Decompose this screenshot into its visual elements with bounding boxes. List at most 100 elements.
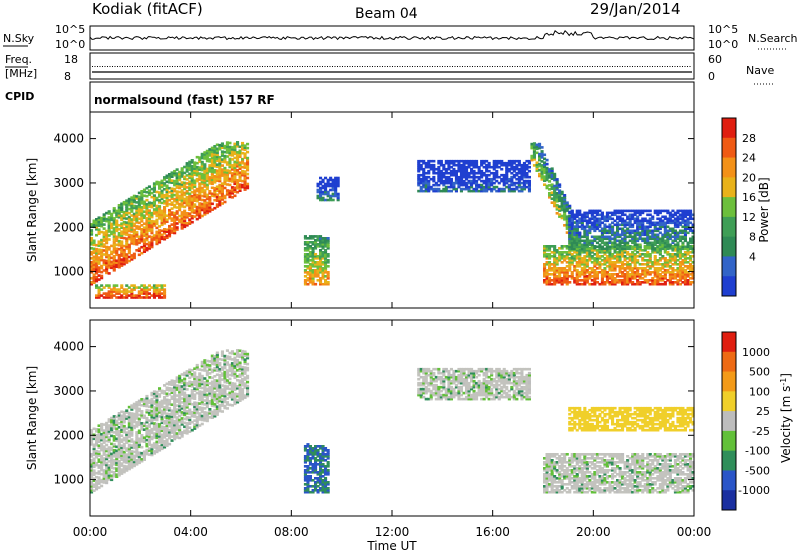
heatmap-cell xyxy=(467,185,471,189)
heatmap-cell xyxy=(648,259,652,262)
heatmap-cell xyxy=(475,187,479,191)
heatmap-cell xyxy=(145,234,149,238)
heatmap-cell xyxy=(550,175,554,178)
heatmap-cell xyxy=(618,271,622,274)
heatmap-cell xyxy=(676,221,680,225)
heatmap-cell xyxy=(656,213,660,217)
heatmap-cell xyxy=(502,161,506,165)
heatmap-cell xyxy=(611,257,615,260)
heatmap-cell xyxy=(573,239,577,243)
heatmap-cell xyxy=(147,213,151,216)
heatmap-cell xyxy=(100,444,104,448)
heatmap-cell xyxy=(522,175,526,179)
heatmap-cell xyxy=(532,156,536,159)
heatmap-cell xyxy=(170,231,174,234)
heatmap-cell xyxy=(122,412,126,416)
heatmap-cell xyxy=(170,201,174,204)
heatmap-cell xyxy=(233,190,237,194)
heatmap-cell xyxy=(218,189,222,193)
heatmap-cell xyxy=(671,257,675,260)
heatmap-cell xyxy=(653,259,657,262)
heatmap-cell xyxy=(575,261,579,264)
heatmap-cell xyxy=(558,273,562,276)
heatmap-cell xyxy=(648,265,652,268)
heatmap-cell xyxy=(678,263,682,266)
heatmap-cell xyxy=(90,487,94,490)
nave-dot xyxy=(372,66,373,67)
heatmap-cell xyxy=(200,208,204,212)
heatmap-cell xyxy=(90,277,94,280)
heatmap-cell xyxy=(127,421,131,425)
heatmap-cell xyxy=(626,221,630,225)
heatmap-cell xyxy=(125,409,129,412)
heatmap-cell xyxy=(233,176,237,180)
heatmap-cell xyxy=(120,230,124,233)
heatmap-cell xyxy=(600,215,604,219)
heatmap-cell xyxy=(510,175,514,179)
heatmap-cell xyxy=(643,209,647,213)
heatmap-cell xyxy=(636,227,640,231)
heatmap-cell xyxy=(452,159,456,163)
heatmap-cell xyxy=(505,169,509,173)
heatmap-cell xyxy=(122,230,126,234)
heatmap-cell xyxy=(651,215,655,219)
heatmap-cell xyxy=(92,447,96,451)
heatmap-cell xyxy=(311,243,315,246)
heatmap-cell xyxy=(92,437,96,441)
heatmap-cell xyxy=(117,228,121,231)
heatmap-cell xyxy=(170,211,174,214)
heatmap-cell xyxy=(583,231,587,235)
heatmap-cell xyxy=(676,217,680,221)
heatmap-cell xyxy=(205,175,209,179)
heatmap-cell xyxy=(671,271,675,274)
heatmap-cell xyxy=(107,290,111,293)
heatmap-cell xyxy=(442,165,446,169)
heatmap-cell xyxy=(142,416,146,419)
heatmap-cell xyxy=(233,182,237,186)
heatmap-cell xyxy=(500,189,504,193)
heatmap-cell xyxy=(661,237,665,241)
heatmap-cell xyxy=(127,455,131,459)
heatmap-cell xyxy=(532,154,536,157)
heatmap-cell xyxy=(225,189,229,192)
heatmap-cell xyxy=(140,422,144,425)
heatmap-cell xyxy=(105,231,109,235)
heatmap-cell xyxy=(485,189,489,193)
heatmap-cell xyxy=(555,249,559,252)
heatmap-cell xyxy=(173,199,177,203)
nave-dot xyxy=(94,66,96,67)
heatmap-cell xyxy=(198,186,202,189)
heatmap-cell xyxy=(127,459,131,463)
heatmap-cell xyxy=(475,175,479,179)
heatmap-cell xyxy=(661,267,665,270)
heatmap-cell xyxy=(678,229,682,233)
heatmap-cell xyxy=(626,251,630,254)
heatmap-cell xyxy=(120,420,124,423)
heatmap-cell xyxy=(137,403,141,407)
heatmap-cell xyxy=(676,251,680,254)
heatmap-cell xyxy=(238,161,242,164)
heatmap-cell xyxy=(517,171,521,175)
heatmap-cell xyxy=(130,430,134,433)
heatmap-cell xyxy=(319,261,323,264)
heatmap-cell xyxy=(565,215,569,218)
nave-label: Nave xyxy=(746,64,774,77)
heatmap-cell xyxy=(565,207,569,210)
heatmap-cell xyxy=(110,292,114,295)
heatmap-cell xyxy=(147,217,151,220)
heatmap-cell xyxy=(145,248,149,252)
heatmap-cell xyxy=(115,461,119,465)
heatmap-cell xyxy=(583,211,587,215)
heatmap-cell xyxy=(595,223,599,227)
heatmap-cell xyxy=(92,461,96,465)
heatmap-cell xyxy=(646,243,650,247)
heatmap-cell xyxy=(668,265,672,268)
heatmap-cell xyxy=(185,202,189,205)
nave-dot xyxy=(597,66,598,67)
heatmap-cell xyxy=(636,233,640,237)
heatmap-cell xyxy=(427,187,431,191)
heatmap-cell xyxy=(555,198,559,201)
heatmap-cell xyxy=(520,169,524,173)
heatmap-cell xyxy=(575,231,579,235)
heatmap-cell xyxy=(618,251,622,254)
